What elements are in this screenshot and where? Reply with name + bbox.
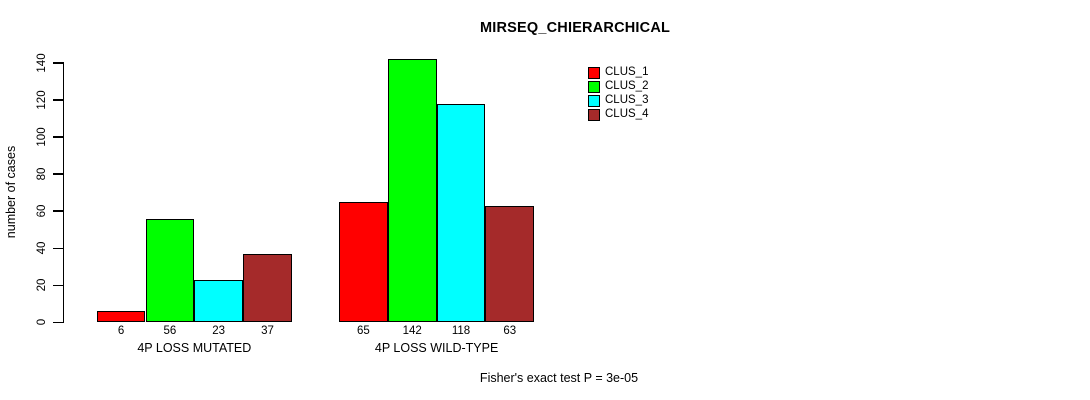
bar-value-label: 65 xyxy=(356,325,370,337)
bar-value-label: 63 xyxy=(503,325,517,337)
y-axis-tick-label: 60 xyxy=(36,204,48,218)
group-label: 4P LOSS MUTATED xyxy=(137,341,252,355)
bar-value-label: 142 xyxy=(402,325,422,337)
legend-swatch-icon xyxy=(588,108,600,121)
bar-value-label: 37 xyxy=(261,325,274,337)
chart-title: MIRSEQ_CHIERARCHICAL xyxy=(479,20,671,36)
bar-clus_3-group1 xyxy=(194,279,244,323)
y-axis-tick xyxy=(53,321,63,323)
y-axis-tick-label: 140 xyxy=(36,53,48,73)
y-axis-tick xyxy=(53,99,63,101)
bar-clus_2-group1 xyxy=(145,218,195,323)
legend-item-clus_1: CLUS_1 xyxy=(588,66,648,79)
y-axis-tick xyxy=(53,210,63,212)
legend-label: CLUS_1 xyxy=(605,66,649,78)
y-axis-label: number of cases xyxy=(4,145,18,239)
bar-clus_2-group2 xyxy=(387,59,437,323)
legend-swatch-icon xyxy=(588,94,600,107)
legend-label: CLUS_3 xyxy=(605,94,649,106)
y-axis-tick-label: 120 xyxy=(36,90,48,110)
group-label: 4P LOSS WILD-TYPE xyxy=(374,341,499,355)
legend-item-clus_3: CLUS_3 xyxy=(588,94,648,107)
y-axis-tick-label: 0 xyxy=(36,319,48,326)
legend-swatch-icon xyxy=(588,80,600,93)
bar-clus_1-group2 xyxy=(339,201,388,323)
y-axis-tick xyxy=(53,247,63,249)
y-axis-tick xyxy=(53,62,63,64)
legend-label: CLUS_4 xyxy=(605,108,649,120)
annotation-text: Fisher's exact test P = 3e-05 xyxy=(479,371,639,385)
bar-clus_4-group2 xyxy=(485,205,535,323)
legend-item-clus_2: CLUS_2 xyxy=(588,80,648,93)
bar-value-label: 6 xyxy=(117,325,125,337)
legend-swatch-icon xyxy=(588,66,600,79)
bar-clus_4-group1 xyxy=(243,253,292,323)
legend: CLUS_1 CLUS_2 CLUS_3 CLUS_4 xyxy=(588,66,648,121)
y-axis-tick-label: 40 xyxy=(36,241,48,255)
y-axis-tick xyxy=(53,284,63,286)
y-axis-tick-label: 20 xyxy=(36,278,48,292)
bar-value-label: 56 xyxy=(163,325,177,337)
legend-label: CLUS_2 xyxy=(605,80,649,92)
bar-clus_1-group1 xyxy=(96,311,146,323)
bar-value-label: 118 xyxy=(451,325,471,337)
bar-clus_3-group2 xyxy=(436,103,486,323)
bar-value-label: 23 xyxy=(212,325,226,337)
y-axis-tick-label: 100 xyxy=(36,127,48,147)
y-axis-line xyxy=(63,62,65,323)
y-axis-tick xyxy=(53,136,63,138)
y-axis-tick-label: 80 xyxy=(36,167,48,181)
y-axis-tick xyxy=(53,173,63,175)
legend-item-clus_4: CLUS_4 xyxy=(588,108,648,121)
